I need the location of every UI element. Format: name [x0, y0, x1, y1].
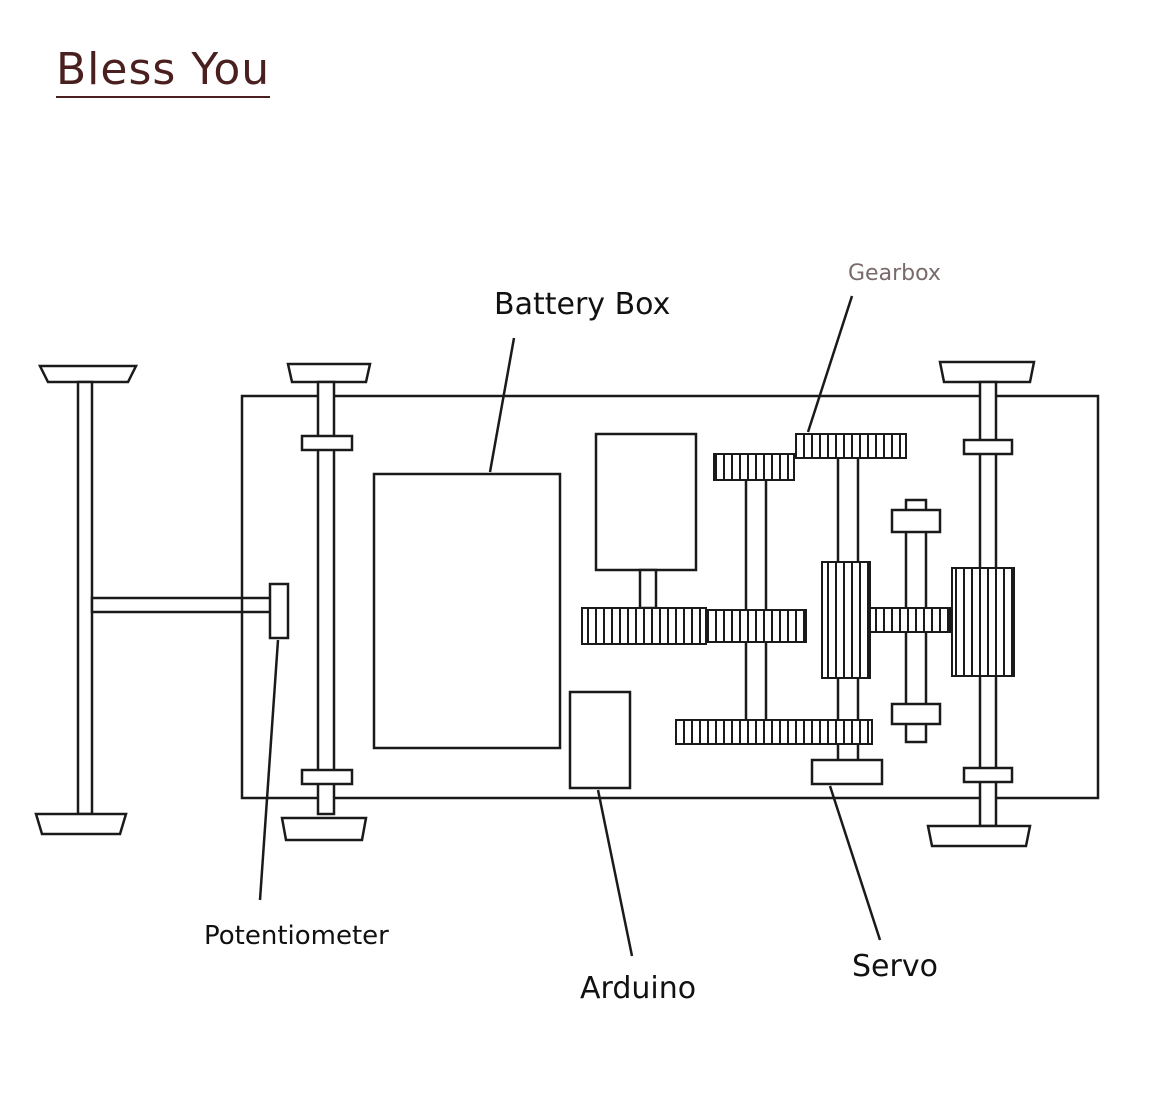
potentiometer-leader: [258, 639, 280, 901]
shaft-collar-top: [890, 508, 942, 534]
arduino-board: [568, 690, 632, 790]
potentiometer-label: Potentiometer: [204, 921, 389, 951]
shaft-collar-bottom: [890, 702, 942, 726]
diagram-title: Bless You: [56, 45, 271, 99]
gear-top-left: [713, 453, 795, 481]
motor: [594, 432, 698, 572]
gear-large-drum: [821, 561, 871, 679]
battery-box: [372, 472, 562, 750]
gearbox-label: Gearbox: [848, 261, 941, 286]
arduino-leader: [596, 789, 634, 957]
gearbox-leader: [806, 295, 854, 433]
gear-small-mid: [869, 607, 951, 633]
gear-top-right: [795, 433, 907, 459]
chassis-plate: [240, 394, 1100, 800]
potentiometer: [268, 582, 290, 640]
servo-body: [810, 758, 884, 786]
servo-leader: [828, 785, 882, 941]
gear-motor-spur: [581, 607, 707, 645]
motor-shaft: [638, 568, 658, 610]
rear-right-axle: [926, 360, 1036, 848]
servo-label: Servo: [852, 949, 938, 984]
battery-box-label: Battery Box: [494, 287, 670, 322]
rear-left-axle: [280, 362, 372, 842]
battery-box-leader: [488, 337, 516, 473]
gear-bottom: [675, 719, 873, 745]
arduino-label: Arduino: [580, 971, 696, 1006]
gear-mid: [705, 609, 807, 643]
gear-drive-drum: [951, 567, 1015, 677]
front-steering-axle: [34, 364, 274, 836]
